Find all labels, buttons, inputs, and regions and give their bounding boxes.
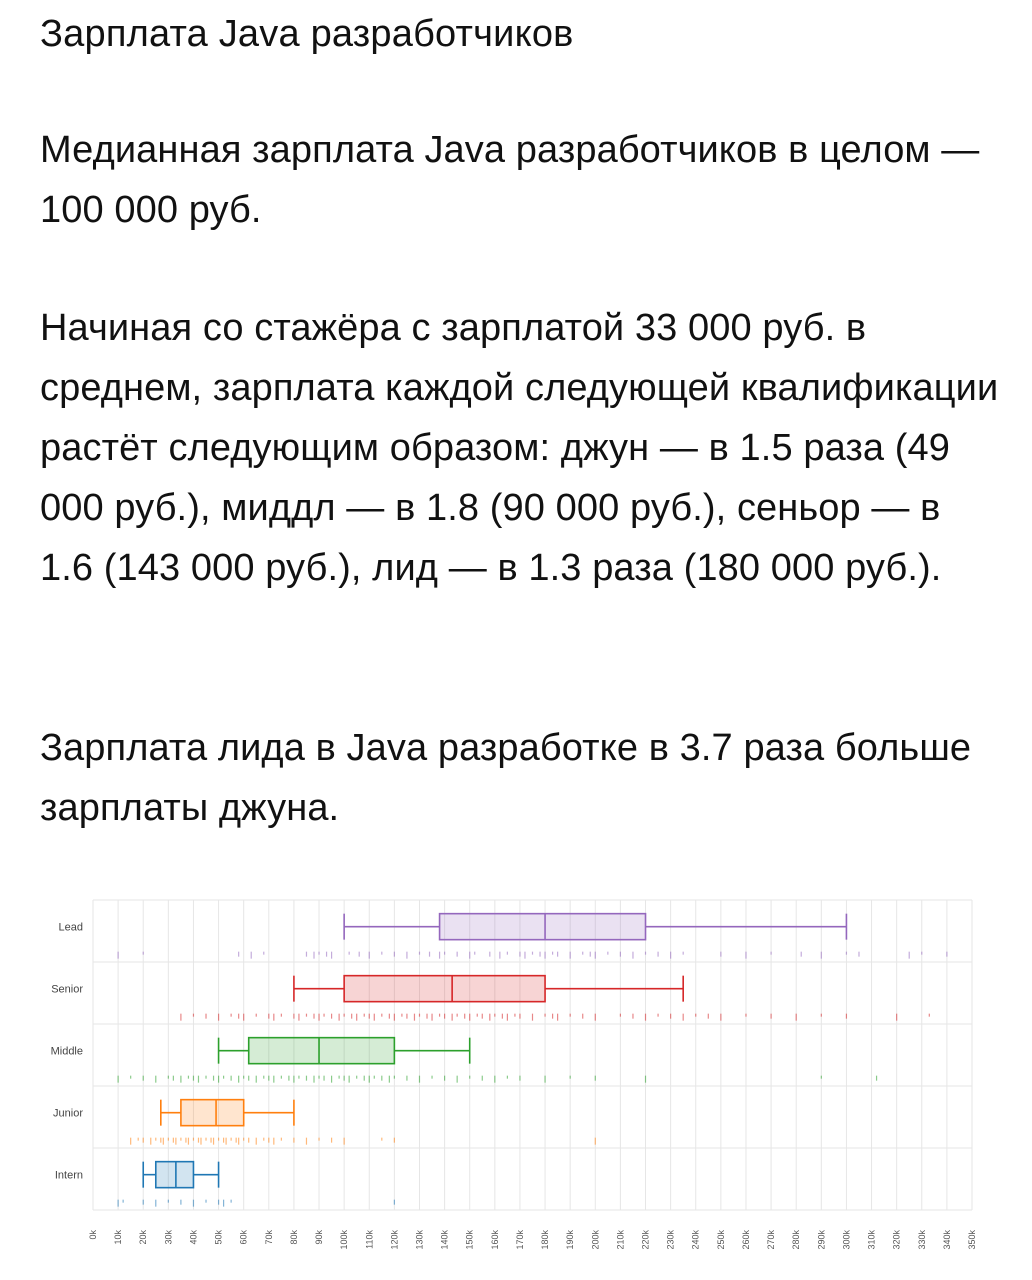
x-tick-label: 150k (465, 1230, 475, 1250)
x-tick-label: 340k (942, 1230, 952, 1250)
iqr-box (180, 1098, 245, 1127)
x-tick-label: 310k (867, 1230, 877, 1250)
x-tick-label: 180k (540, 1230, 550, 1250)
x-tick-label: 160k (490, 1230, 500, 1250)
x-tick-label: 190k (565, 1230, 575, 1250)
x-tick-label: 10k (113, 1230, 123, 1245)
x-tick-label: 80k (289, 1230, 299, 1245)
category-label: Senior (51, 984, 83, 996)
x-tick-label: 170k (515, 1230, 525, 1250)
x-tick-label: 260k (741, 1230, 751, 1250)
lead-vs-junior-paragraph: Зарплата лида в Java разработке в 3.7 ра… (40, 727, 972, 829)
x-tick-label: 90k (314, 1230, 324, 1245)
x-tick-label: 120k (389, 1230, 399, 1250)
x-tick-label: 300k (841, 1230, 851, 1250)
growth-paragraph: Начиная со стажёра с зарплатой 33 000 ру… (40, 307, 999, 589)
category-label: Junior (53, 1108, 83, 1120)
boxplot-svg: 0k 10k 20k 30k 40k 50k 60k 70k 80k 90k 100k 110k 120… (51, 899, 977, 1250)
x-tick-label: 50k (214, 1230, 224, 1245)
x-tick-label: 30k (163, 1230, 173, 1245)
x-tick-label: 240k (691, 1230, 701, 1250)
x-tick-label: 130k (414, 1230, 424, 1250)
x-tick-label: 140k (440, 1230, 450, 1250)
x-tick-label: 220k (641, 1230, 651, 1250)
category-label: Intern (55, 1170, 83, 1182)
x-tick-label: 280k (791, 1230, 801, 1250)
x-tick-label: 250k (716, 1230, 726, 1250)
x-tick-label: 110k (364, 1230, 374, 1249)
x-tick-label: 290k (816, 1230, 826, 1250)
category-label: Middle (51, 1046, 83, 1058)
iqr-box (247, 1036, 396, 1065)
article-title: Зарплата Java разработчиков (40, 13, 574, 55)
x-tick-label: 20k (138, 1230, 148, 1245)
x-tick-label: 100k (339, 1230, 349, 1250)
x-tick-label: 320k (892, 1230, 902, 1250)
x-tick-label: 40k (188, 1230, 198, 1245)
salary-boxplot-chart: 0k 10k 20k 30k 40k 50k 60k 70k 80k 90k 100k 110k 120… (0, 880, 1032, 1270)
x-tick-label: 270k (766, 1230, 776, 1250)
iqr-box (154, 1160, 195, 1189)
category-label: Lead (59, 922, 83, 934)
x-tick-label: 230k (666, 1230, 676, 1250)
median-paragraph: Медианная зарплата Java разработчиков в … (40, 129, 980, 231)
x-tick-label: 0k (88, 1230, 98, 1240)
x-tick-label: 60k (239, 1230, 249, 1245)
x-tick-label: 70k (264, 1230, 274, 1245)
x-tick-label: 200k (590, 1230, 600, 1250)
iqr-box (343, 974, 546, 1003)
x-tick-label: 350k (967, 1230, 977, 1250)
iqr-box (438, 912, 647, 941)
x-tick-label: 330k (917, 1230, 927, 1250)
x-tick-label: 210k (615, 1230, 625, 1250)
